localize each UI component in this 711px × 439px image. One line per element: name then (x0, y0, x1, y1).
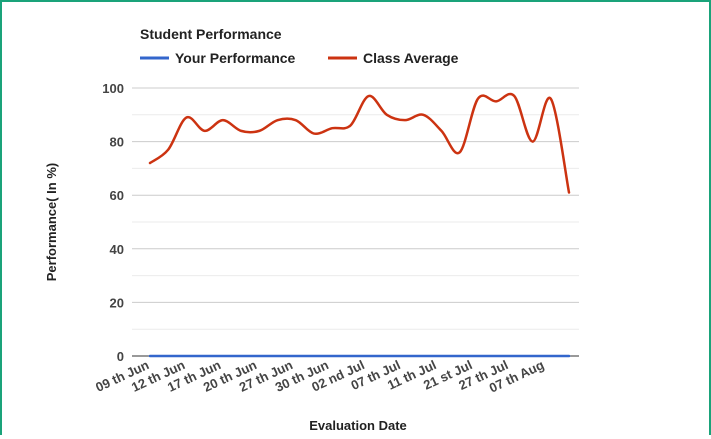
series-lines (148, 92, 571, 358)
x-axis-title: Evaluation Date (309, 418, 407, 433)
y-tick-label: 80 (110, 135, 124, 150)
y-axis-ticks: 0 20 40 60 80 100 (102, 81, 124, 364)
y-tick-label: 40 (110, 242, 124, 257)
y-tick-label: 20 (110, 295, 124, 310)
chart-title: Student Performance (140, 26, 282, 42)
series-line-1 (148, 92, 571, 194)
legend-label: Class Average (363, 50, 459, 66)
chart-legend: Your Performance Class Average (140, 50, 459, 66)
y-tick-label: 100 (102, 81, 124, 96)
y-tick-label: 0 (117, 349, 124, 364)
y-axis-title: Performance( In %) (44, 163, 59, 281)
y-tick-label: 60 (110, 188, 124, 203)
legend-label: Your Performance (175, 50, 296, 66)
